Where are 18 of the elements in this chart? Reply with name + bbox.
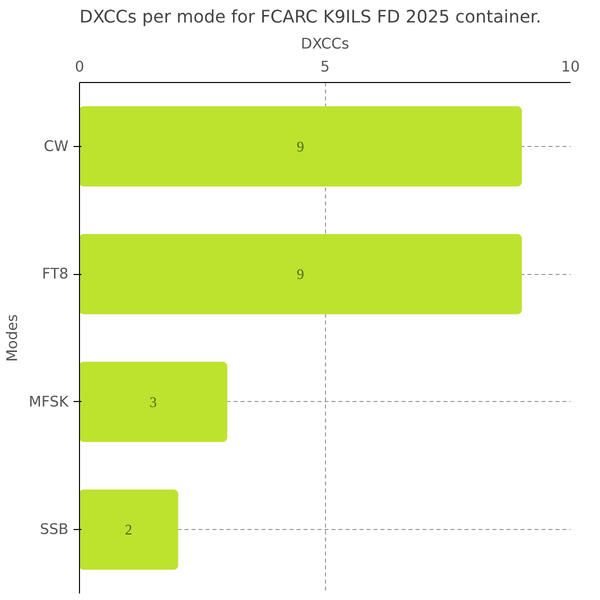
data-label: 2 [124, 522, 132, 539]
x-tick-label: 5 [320, 58, 330, 76]
data-label: 9 [296, 139, 304, 156]
data-label: 3 [149, 394, 157, 411]
bar [80, 106, 522, 186]
data-label: 9 [296, 267, 304, 284]
y-tick-label: SSB [40, 521, 69, 538]
bar [80, 362, 228, 442]
y-tick-label: CW [44, 138, 70, 155]
x-tick-label: 0 [74, 58, 84, 76]
bar [80, 234, 522, 314]
chart-title: DXCCs per mode for FCARC K9ILS FD 2025 container. [80, 8, 542, 28]
y-tick-label: FT8 [42, 266, 69, 283]
bar [80, 490, 178, 570]
y-axis-title: Modes [4, 314, 21, 362]
x-axis-title: DXCCs [300, 36, 350, 52]
x-tick-label: 10 [561, 58, 580, 76]
y-tick-label: MFSK [28, 393, 69, 410]
